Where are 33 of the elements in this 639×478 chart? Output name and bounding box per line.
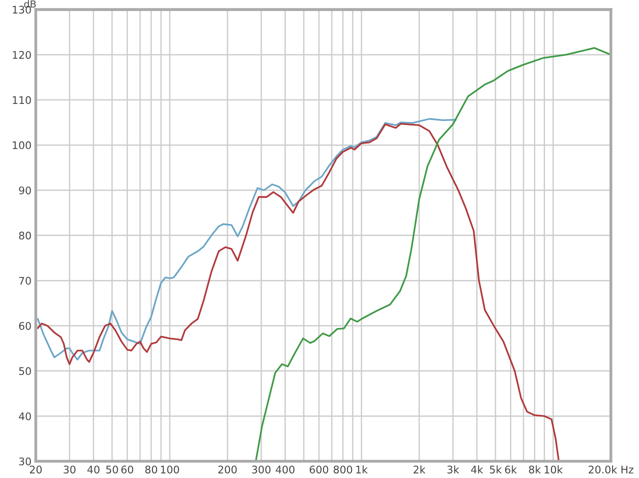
x-tick-label: 20	[30, 466, 42, 474]
y-tick-label: 130	[12, 6, 31, 14]
x-tick-label: 60	[121, 466, 134, 474]
x-tick-label: 4k	[471, 465, 484, 474]
x-tick-label: 300	[252, 466, 270, 474]
x-tick-label: 400	[276, 466, 294, 474]
x-tick-label: 10k	[544, 465, 563, 474]
x-tick-label: 2k	[414, 465, 426, 474]
x-tick-label: 30	[64, 466, 76, 474]
x-tick-label: 600	[310, 466, 328, 474]
y-tick-label: 80	[19, 232, 31, 240]
y-tick-label: 30	[19, 457, 31, 466]
x-tick-label: 100	[160, 466, 180, 474]
x-tick-label: 3k	[447, 465, 460, 474]
y-tick-label: 50	[19, 367, 31, 376]
y-tick-label: 60	[19, 322, 31, 330]
x-tick-label: 800	[334, 466, 352, 474]
x-tick-label: 200	[218, 466, 237, 474]
y-tick-label: 110	[12, 96, 31, 104]
y-tick-label: 40	[18, 412, 31, 420]
y-tick-label: 70	[19, 276, 31, 285]
x-tick-label: 8k	[528, 465, 541, 474]
x-tick-label: 80	[145, 466, 158, 474]
x-tick-label: 40	[87, 466, 100, 474]
y-tick-label: 90	[19, 186, 31, 194]
y-tick-label: 120	[12, 50, 31, 59]
y-tick-label: 100	[12, 141, 31, 150]
y-axis-title: dB	[24, 0, 36, 8]
x-tick-label: 6k	[505, 465, 517, 474]
x-tick-label: 50	[106, 466, 118, 474]
x-tick-label: 20.0k Hz	[588, 465, 634, 474]
x-tick-label: 5k	[490, 465, 502, 474]
x-tick-label: 1k	[356, 465, 368, 474]
